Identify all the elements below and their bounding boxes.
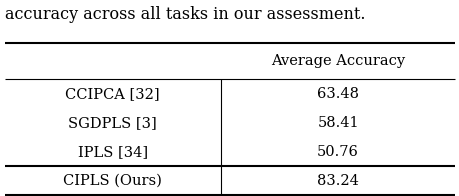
Text: CCIPCA [32]: CCIPCA [32] — [65, 87, 160, 101]
Text: Average Accuracy: Average Accuracy — [270, 54, 404, 68]
Text: accuracy across all tasks in our assessment.: accuracy across all tasks in our assessm… — [5, 6, 364, 23]
Text: IPLS [34]: IPLS [34] — [78, 145, 147, 159]
Text: 63.48: 63.48 — [316, 87, 358, 101]
Text: 50.76: 50.76 — [316, 145, 358, 159]
Text: SGDPLS [3]: SGDPLS [3] — [68, 116, 157, 130]
Text: 58.41: 58.41 — [317, 116, 358, 130]
Text: 83.24: 83.24 — [316, 174, 358, 188]
Text: CIPLS (Ours): CIPLS (Ours) — [63, 174, 162, 188]
